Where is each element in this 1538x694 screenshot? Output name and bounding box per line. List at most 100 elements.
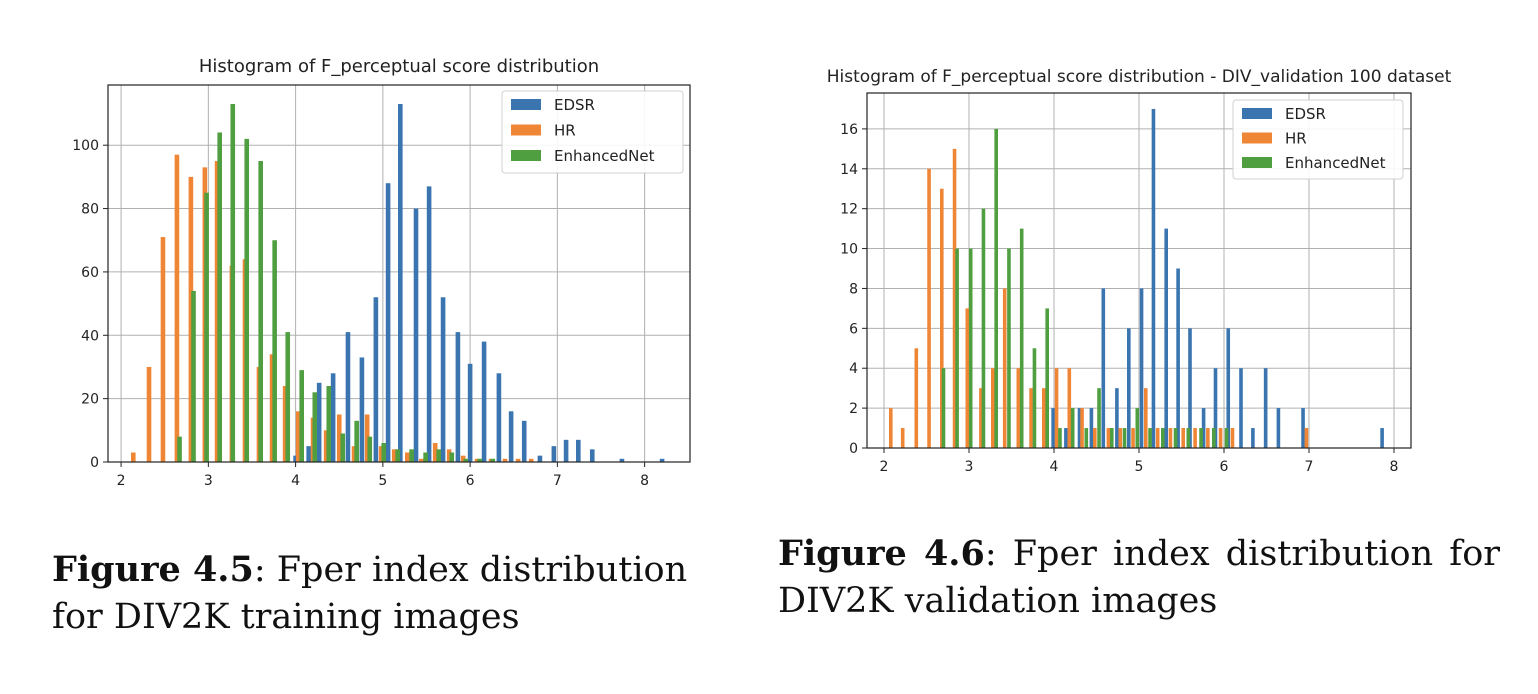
chart-1: Histogram of F_perceptual score distribu…: [72, 56, 691, 489]
legend: EDSR HR EnhancedNet: [1232, 99, 1404, 180]
bar: [1093, 428, 1097, 448]
legend-swatch: [511, 150, 541, 161]
bar: [269, 354, 275, 462]
x-tick-label: 3: [965, 459, 974, 475]
y-tick-label: 100: [72, 138, 99, 154]
bar: [1058, 428, 1062, 448]
x-tick-label: 4: [1050, 459, 1059, 475]
bar: [502, 458, 508, 462]
bar: [398, 104, 403, 463]
legend-label: EnhancedNet: [1285, 154, 1386, 172]
x-tick-label: 2: [880, 459, 889, 475]
bar: [295, 411, 301, 462]
x-tick-label: 6: [466, 473, 475, 489]
bar: [426, 186, 432, 462]
y-tick-label: 60: [81, 265, 99, 281]
bar: [131, 452, 136, 462]
bar: [1193, 428, 1197, 448]
bar: [1161, 428, 1165, 448]
bar: [1097, 388, 1101, 448]
bar: [1139, 288, 1144, 448]
y-tick-label: 8: [849, 281, 858, 297]
bar: [385, 183, 391, 462]
bar: [619, 458, 625, 462]
bar: [1032, 348, 1037, 448]
bar: [1230, 428, 1235, 448]
bar: [1002, 288, 1007, 448]
bar: [991, 368, 995, 448]
bar: [230, 104, 236, 463]
bar: [1276, 408, 1281, 448]
legend-label: EnhancedNet: [554, 147, 655, 165]
x-tick-label: 8: [1390, 459, 1399, 475]
bar: [364, 414, 370, 462]
bar: [446, 449, 452, 462]
bar: [460, 455, 466, 462]
bar: [1051, 408, 1055, 448]
bar: [1181, 428, 1185, 448]
y-tick-label: 6: [849, 321, 858, 337]
bar: [191, 290, 196, 462]
bar: [1064, 428, 1068, 448]
bar: [1042, 388, 1046, 448]
bar: [1186, 428, 1191, 448]
bar: [490, 458, 496, 462]
y-tick-label: 2: [849, 401, 858, 417]
bar: [1045, 308, 1049, 448]
bar: [481, 341, 487, 462]
legend: EDSR HR EnhancedNet: [501, 90, 684, 174]
bar: [900, 428, 905, 448]
bar: [146, 366, 152, 462]
bar: [258, 161, 263, 462]
y-tick-label: 12: [840, 202, 858, 218]
y-tick-label: 20: [81, 392, 99, 408]
bar: [177, 436, 182, 462]
bar: [589, 449, 595, 462]
y-tick-label: 4: [849, 361, 858, 377]
legend-swatch: [1242, 132, 1272, 144]
bar: [1301, 408, 1305, 448]
bar: [496, 373, 502, 462]
legend-swatch: [511, 124, 541, 136]
bar: [293, 455, 298, 462]
bar: [413, 208, 419, 462]
x-tick-label: 4: [291, 473, 300, 489]
bar: [537, 455, 543, 462]
bar: [968, 248, 973, 448]
bar: [1155, 428, 1160, 448]
bar: [1122, 428, 1127, 448]
bar: [351, 446, 357, 462]
figure-caption-4-5: Figure 4.5: Fper index distribution for …: [52, 546, 742, 641]
bar: [940, 188, 944, 448]
bar: [1206, 428, 1210, 448]
y-tick-label: 40: [81, 328, 99, 344]
series-edsr: [1051, 108, 1384, 449]
legend-swatch: [1242, 108, 1272, 119]
bar: [1226, 328, 1231, 448]
bar: [1218, 428, 1223, 448]
legend-label: HR: [1285, 130, 1307, 148]
bar: [1070, 408, 1075, 448]
bar: [1224, 428, 1229, 448]
series-edsr: [293, 104, 665, 463]
series-enhancednet: [941, 128, 1229, 449]
series-enhancednet: [177, 104, 496, 463]
bar: [477, 458, 483, 462]
bar: [285, 332, 291, 462]
bar: [952, 148, 957, 448]
bar: [282, 385, 288, 462]
y-tick-label: 10: [840, 242, 858, 258]
bar: [1251, 428, 1255, 448]
x-tick-label: 5: [1135, 459, 1144, 475]
y-tick-label: 0: [849, 441, 858, 457]
bar: [1176, 268, 1180, 448]
x-tick-label: 6: [1220, 459, 1229, 475]
bar: [340, 433, 346, 462]
figure-label: Figure 4.6: [778, 533, 985, 574]
bar: [404, 452, 410, 462]
legend-swatch: [511, 99, 541, 110]
bar: [204, 192, 209, 462]
bar: [515, 458, 521, 462]
bar: [1188, 328, 1192, 448]
bar: [188, 176, 194, 462]
